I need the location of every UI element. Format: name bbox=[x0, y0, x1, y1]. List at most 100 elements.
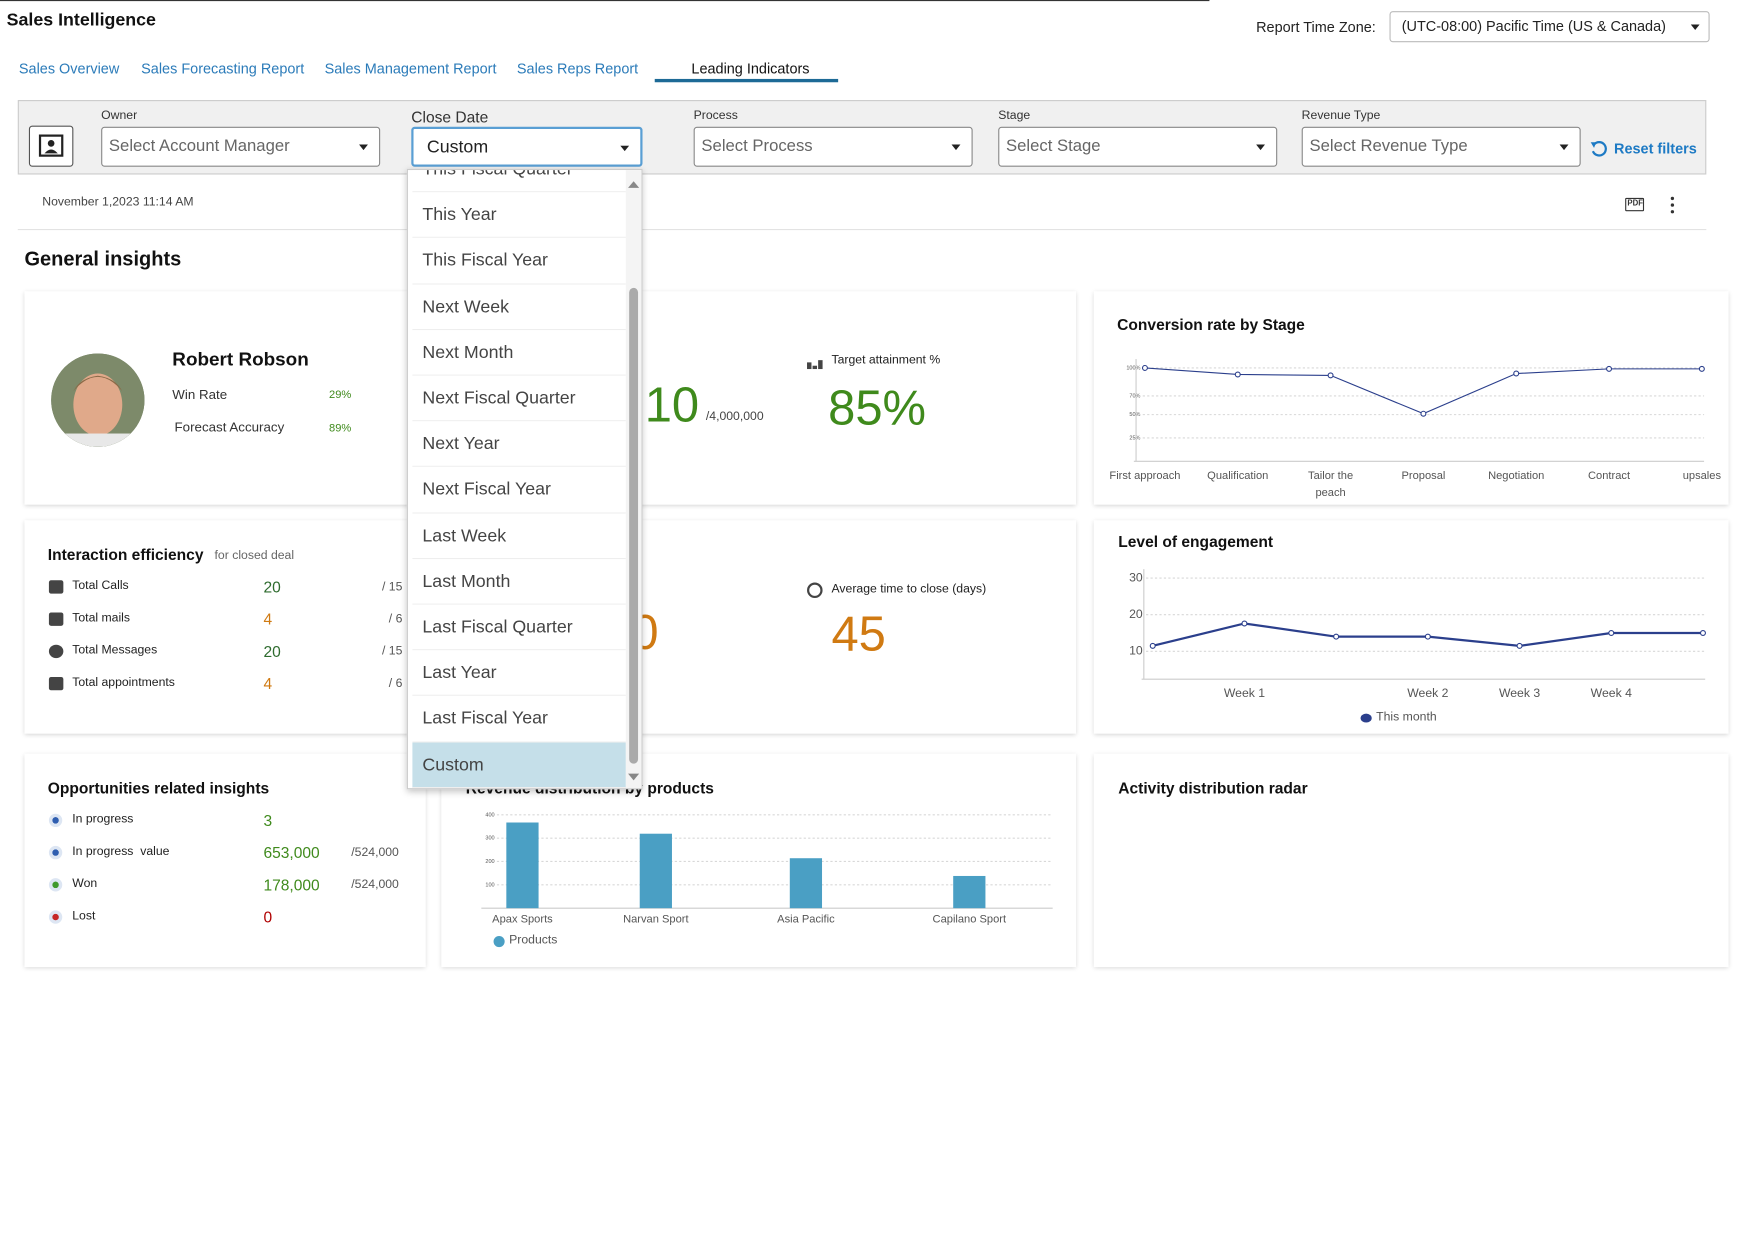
option-text: Next Year bbox=[422, 434, 500, 454]
more-dot bbox=[1670, 196, 1675, 201]
option-text: Next Week bbox=[422, 297, 510, 317]
y-tick-label: 25% bbox=[1129, 435, 1140, 441]
point bbox=[1327, 372, 1334, 379]
filter-select[interactable]: Select Account Manager bbox=[101, 126, 381, 167]
kpi-label: Average time to close (days) bbox=[831, 582, 987, 597]
tab[interactable]: Sales Reps Report bbox=[516, 60, 639, 77]
reset-arrow bbox=[1591, 141, 1607, 157]
caret-shape bbox=[1559, 144, 1569, 151]
x-tick-label: Apax Sports bbox=[492, 913, 553, 926]
scroll-thumb bbox=[629, 287, 639, 764]
chart-title: Activity distribution radar bbox=[1118, 778, 1308, 797]
option-text: Last Fiscal Quarter bbox=[422, 618, 573, 637]
dropdown-option[interactable]: Next Week bbox=[412, 284, 626, 330]
caret bbox=[1256, 144, 1266, 151]
x-tick-label: Week 1 bbox=[1223, 686, 1266, 701]
row-value: 20 bbox=[263, 642, 281, 660]
dropdown-option[interactable]: Last Fiscal Year bbox=[412, 696, 626, 743]
filter-value: Select Account Manager bbox=[108, 136, 290, 156]
tab[interactable]: Sales Overview bbox=[18, 60, 120, 77]
tab[interactable]: Sales Forecasting Report bbox=[141, 60, 305, 77]
legend-swatch bbox=[1360, 713, 1372, 723]
option-text: Next Fiscal Quarter bbox=[422, 389, 576, 408]
row-label: In progress value bbox=[72, 845, 170, 859]
dropdown-option[interactable]: Last Fiscal Quarter bbox=[412, 604, 626, 651]
point bbox=[1608, 630, 1615, 637]
tab[interactable]: Leading Indicators bbox=[691, 60, 810, 77]
dropdown-option[interactable]: This Year bbox=[412, 192, 626, 239]
status-icon bbox=[48, 910, 63, 924]
filter-select[interactable]: Custom bbox=[411, 126, 643, 167]
x-tick-label: Week 2 bbox=[1407, 686, 1449, 701]
dropdown-option[interactable]: This Fiscal Year bbox=[412, 238, 626, 285]
metric-value: 29% bbox=[329, 389, 352, 402]
point bbox=[1516, 642, 1523, 649]
opportunities-card bbox=[24, 753, 426, 968]
filter-value: Select Stage bbox=[1005, 136, 1101, 156]
row-total: / 6 bbox=[388, 677, 403, 691]
dropdown-option[interactable]: Last Year bbox=[412, 650, 626, 697]
kpi-total: /4,000,000 bbox=[705, 410, 764, 424]
row-value: 653,000 bbox=[263, 843, 320, 862]
row-total: /524,000 bbox=[351, 846, 399, 860]
dropdown-option[interactable]: Last Month bbox=[412, 558, 626, 605]
option-text: Last Fiscal Year bbox=[422, 709, 548, 729]
caret bbox=[359, 144, 368, 151]
section-title: General insights bbox=[24, 248, 182, 271]
point bbox=[1234, 371, 1241, 378]
card-title: Interaction efficiency bbox=[47, 545, 204, 564]
divider bbox=[17, 228, 1707, 231]
point bbox=[1420, 410, 1427, 417]
option-text: Next Month bbox=[422, 343, 514, 363]
profile-filter-button[interactable] bbox=[28, 125, 74, 167]
point bbox=[1513, 370, 1520, 377]
caret bbox=[1559, 144, 1569, 151]
x-tick-label: Week 3 bbox=[1498, 686, 1541, 701]
attainment-icon-bar bbox=[812, 365, 818, 370]
reset-text: Reset filters bbox=[1614, 140, 1697, 157]
filter-label: Process bbox=[693, 109, 738, 123]
dropdown-option[interactable]: Next Year bbox=[412, 421, 626, 468]
row-label: Total appointments bbox=[72, 676, 175, 690]
point bbox=[1149, 642, 1156, 649]
legend-label: Products bbox=[509, 934, 558, 948]
pdf-button[interactable]: PDF bbox=[1625, 197, 1645, 212]
filter-select[interactable]: Select Revenue Type bbox=[1301, 126, 1581, 167]
bar bbox=[953, 875, 986, 909]
clock-icon bbox=[807, 582, 823, 599]
dropdown-option[interactable]: Next Fiscal Quarter bbox=[412, 375, 626, 422]
avatar bbox=[51, 353, 145, 447]
row-label: Total mails bbox=[72, 611, 131, 626]
active-tab-underline bbox=[654, 78, 839, 83]
card-title: Opportunities related insights bbox=[47, 778, 270, 797]
timezone-select[interactable]: (UTC-08:00) Pacific Time (US & Canada) bbox=[1389, 11, 1710, 43]
y-tick-label: 20 bbox=[1129, 607, 1143, 621]
dropdown-option[interactable]: This Fiscal Quarter bbox=[412, 170, 626, 193]
row-icon bbox=[48, 612, 64, 626]
timezone-label: Report Time Zone: bbox=[1256, 19, 1376, 36]
caret-shape bbox=[1690, 24, 1700, 31]
top-line bbox=[0, 0, 1210, 2]
dropdown-option[interactable]: Last Week bbox=[412, 513, 626, 559]
filter-label: Stage bbox=[998, 109, 1031, 123]
y-tick-label: 50% bbox=[1129, 412, 1140, 418]
dropdown-option[interactable]: Next Fiscal Year bbox=[412, 467, 626, 514]
option-text: Next Fiscal Year bbox=[422, 480, 551, 500]
reset-icon bbox=[1590, 141, 1607, 157]
revenue-card bbox=[441, 753, 1077, 968]
timestamp: November 1,2023 11:14 AM bbox=[42, 196, 194, 210]
filter-select[interactable]: Select Stage bbox=[998, 126, 1278, 167]
caret-shape bbox=[1256, 144, 1266, 151]
y-tick-label: 400 bbox=[485, 812, 494, 818]
filter-select[interactable]: Select Process bbox=[693, 126, 973, 167]
tab[interactable]: Sales Management Report bbox=[324, 60, 497, 77]
attainment-icon-bar bbox=[807, 362, 812, 370]
more-dot bbox=[1670, 210, 1675, 214]
x-tick-label: Negotiation bbox=[1488, 470, 1545, 483]
pdf-text: PDF bbox=[1627, 199, 1643, 208]
dropdown-option[interactable]: Custom bbox=[412, 742, 626, 788]
status-icon bbox=[48, 878, 63, 892]
radar-card bbox=[1093, 753, 1729, 968]
dropdown-option[interactable]: Next Month bbox=[412, 329, 626, 376]
